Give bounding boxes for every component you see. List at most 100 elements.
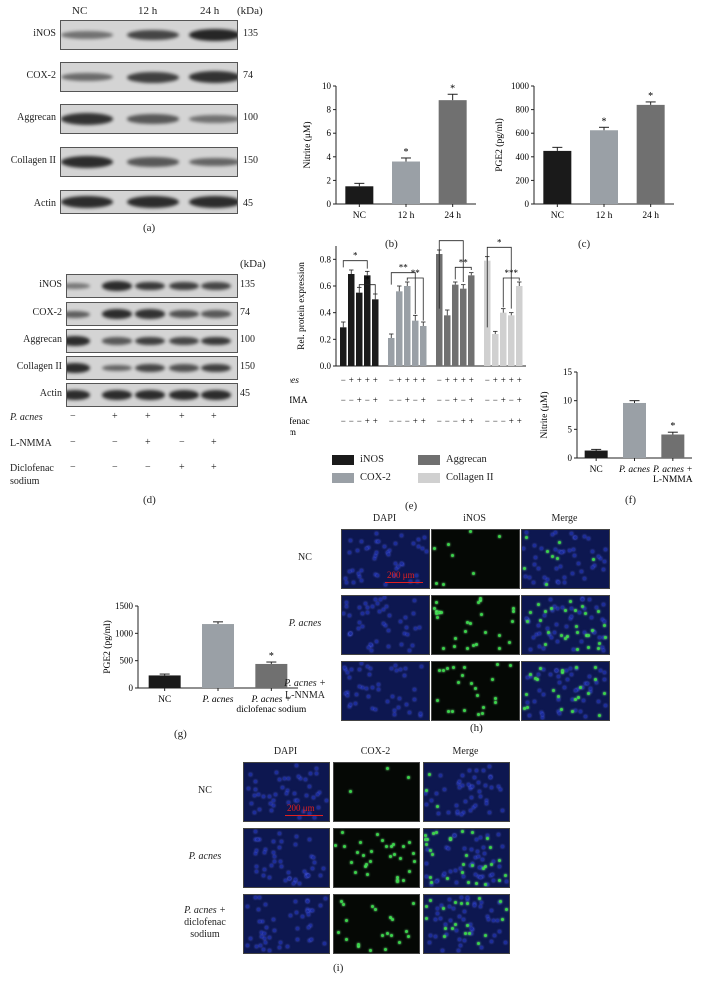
fluorescent-cell-dot xyxy=(407,841,411,845)
fluorescent-cell-dot xyxy=(476,941,480,945)
fluorescent-cell-dot xyxy=(463,931,467,935)
fluorescent-cell-dot xyxy=(546,549,550,553)
blot-band xyxy=(189,157,237,167)
fluorescent-cell-dot xyxy=(478,596,482,600)
nucleus-dot xyxy=(456,781,460,785)
micro-row-label-line: P. acnes + xyxy=(284,678,326,689)
treatment-sign: − xyxy=(397,395,402,405)
nucleus-dot xyxy=(563,580,567,584)
nucleus-dot xyxy=(354,692,358,696)
y-tick-label: 0.6 xyxy=(320,281,332,291)
nucleus-dot xyxy=(424,549,428,553)
fluorescent-cell-dot xyxy=(384,947,388,951)
nucleus-dot xyxy=(541,692,545,696)
treatment-label: Diclofenac xyxy=(290,416,310,427)
micro-column-label: COX-2 xyxy=(360,746,391,757)
nucleus-dot xyxy=(292,881,296,885)
nucleus-dot xyxy=(469,931,473,935)
blot-d-treatment-label: Diclofenac sodium xyxy=(10,463,54,487)
treatment-sign: − xyxy=(349,395,354,405)
fluorescent-cell-dot xyxy=(453,637,457,641)
nucleus-dot xyxy=(504,880,508,884)
fluorescent-cell-dot xyxy=(365,873,369,877)
treatment-sign: − xyxy=(341,375,346,385)
significance-label: ** xyxy=(459,257,469,267)
blot-band xyxy=(201,336,231,346)
fluorescent-cell-dot xyxy=(436,615,440,619)
nucleus-dot xyxy=(571,697,575,701)
y-tick-label: 0.4 xyxy=(320,308,332,318)
treatment-sign: − xyxy=(453,416,458,426)
blot-band xyxy=(169,310,199,318)
nucleus-dot xyxy=(542,667,546,671)
treatment-sign: + xyxy=(453,375,458,385)
micro-image xyxy=(431,529,520,589)
fluorescent-cell-dot xyxy=(342,844,346,848)
nucleus-dot xyxy=(403,631,407,635)
blot-band xyxy=(169,281,199,291)
nucleus-dot xyxy=(526,617,530,621)
fluorescent-cell-dot xyxy=(483,865,487,869)
nucleus-dot xyxy=(471,861,475,865)
fluorescent-cell-dot xyxy=(446,710,450,714)
nucleus-dot xyxy=(572,647,576,651)
fluorescent-cell-dot xyxy=(466,923,470,927)
nucleus-dot xyxy=(267,794,271,798)
nucleus-dot xyxy=(385,699,389,703)
treatment-sign: + xyxy=(365,375,370,385)
fluorescent-cell-dot xyxy=(449,837,453,841)
treatment-sign: + xyxy=(397,375,402,385)
nucleus-dot xyxy=(601,646,605,650)
nucleus-dot xyxy=(267,935,271,939)
blot-d-treatment-sign: − xyxy=(145,462,151,473)
nucleus-dot xyxy=(571,548,575,552)
nucleus-dot xyxy=(548,673,552,677)
blot-band xyxy=(127,114,179,124)
nucleus-dot xyxy=(554,547,558,551)
blot-a-strip xyxy=(60,62,238,92)
nucleus-dot xyxy=(556,675,560,679)
fluorescent-cell-dot xyxy=(460,871,464,875)
fluorescent-cell-dot xyxy=(470,681,474,685)
fluorescent-cell-dot xyxy=(477,601,481,605)
nucleus-dot xyxy=(302,870,306,874)
blot-a-column-label: 12 h xyxy=(138,5,158,17)
fluorescent-cell-dot xyxy=(389,915,392,919)
fluorescent-cell-dot xyxy=(489,846,493,850)
nucleus-dot xyxy=(420,665,424,669)
x-tick-label: 12 h xyxy=(596,211,613,221)
nucleus-dot xyxy=(404,615,408,619)
nucleus-dot xyxy=(496,784,500,788)
treatment-sign: + xyxy=(469,395,474,405)
nucleus-dot xyxy=(556,710,560,714)
nucleus-dot xyxy=(458,867,462,871)
fluorescent-cell-dot xyxy=(526,706,530,710)
nucleus-dot xyxy=(257,792,261,796)
bar xyxy=(255,663,288,688)
treatment-sign: + xyxy=(405,375,410,385)
nucleus-dot xyxy=(439,773,443,777)
nitrite-bar-chart-b: 0 2 4 6 8 10 NC * 12 h * 24 h Nitrite (μM) xyxy=(302,81,476,221)
blot-band xyxy=(201,310,231,318)
blot-d-treatment-sign: − xyxy=(112,462,118,473)
nucleus-dot xyxy=(569,606,573,610)
micro-column-label: DAPI xyxy=(273,746,298,757)
nucleus-dot xyxy=(469,784,473,788)
treatment-sign: − xyxy=(437,416,442,426)
nucleus-dot xyxy=(479,794,483,798)
nucleus-dot xyxy=(549,598,553,602)
fluorescent-cell-dot xyxy=(401,845,405,849)
legend-swatch xyxy=(418,455,440,465)
nucleus-dot xyxy=(397,706,401,710)
nucleus-dot xyxy=(444,923,448,927)
nucleus-dot xyxy=(369,667,373,671)
nucleus-dot xyxy=(317,790,321,794)
nucleus-dot xyxy=(425,847,429,851)
micro-row-label: P. acnes xyxy=(170,851,240,863)
blot-band xyxy=(127,29,179,41)
treatment-sign: + xyxy=(493,375,498,385)
nucleus-dot xyxy=(477,780,481,784)
significance-marker: * xyxy=(648,91,653,102)
nucleus-dot xyxy=(381,621,385,625)
nucleus-dot xyxy=(545,577,549,581)
